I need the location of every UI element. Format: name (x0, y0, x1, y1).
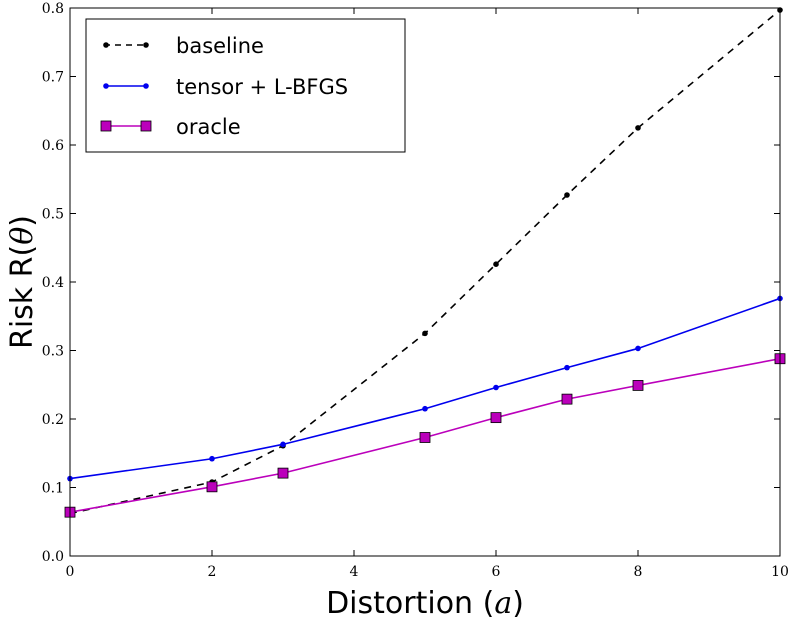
y-tick-label: 0.6 (42, 138, 64, 154)
legend-marker-tensor (103, 83, 109, 89)
point-tensor-l-bfgs (635, 345, 641, 352)
y-tick-label: 0.8 (42, 1, 64, 17)
point-baseline (493, 261, 499, 267)
y-tick-label: 0.4 (42, 275, 64, 291)
legend-marker-tensor (143, 83, 149, 89)
plot-frame (69, 7, 781, 557)
series-line-oracle (69, 357, 781, 513)
point-oracle (561, 393, 573, 405)
legend: baseline tensor + L-BFGS oracle (85, 18, 406, 153)
y-axis-title: Risk R(θ) (5, 215, 40, 349)
legend-marker-oracle (100, 120, 112, 132)
point-oracle (206, 481, 218, 493)
x-tick-label: 6 (492, 564, 501, 580)
point-baseline (564, 192, 570, 198)
point-oracle (490, 412, 502, 424)
series-line-baseline (69, 9, 781, 515)
x-tick-label: 8 (634, 564, 643, 580)
x-tick-label: 4 (350, 564, 359, 580)
point-oracle (419, 432, 431, 443)
legend-marker-baseline (143, 42, 149, 48)
y-tick-label: 0.2 (42, 412, 64, 428)
point-oracle (632, 380, 644, 391)
y-tick-label: 0.7 (42, 70, 64, 86)
y-tick-label: 0.5 (42, 207, 64, 223)
point-tensor-l-bfgs (493, 384, 499, 391)
y-tick-label: 0.0 (42, 549, 64, 565)
series-oracle (64, 353, 786, 518)
legend-label-oracle: oracle (176, 115, 241, 139)
x-tick-label: 0 (66, 564, 75, 580)
point-tensor-l-bfgs (209, 455, 215, 462)
point-tensor-l-bfgs (422, 405, 428, 412)
point-tensor-l-bfgs (564, 364, 570, 371)
point-baseline (635, 125, 641, 131)
legend-label-baseline: baseline (176, 34, 264, 58)
legend-marker-baseline (103, 42, 109, 48)
legend-marker-oracle (140, 120, 152, 132)
y-tick-label: 0.3 (42, 344, 64, 360)
x-tick-label: 10 (771, 564, 789, 580)
x-tick-label: 2 (208, 564, 217, 580)
point-baseline (422, 330, 428, 337)
point-tensor-l-bfgs (280, 441, 286, 448)
y-tick-label: 0.1 (42, 481, 64, 497)
legend-label-tensor: tensor + L-BFGS (176, 75, 348, 99)
series-line-tensor-l-bfgs (69, 297, 781, 480)
point-oracle (277, 467, 289, 479)
chart-ticks: 0 2 4 6 8 10 0.0 0.1 0.2 0.3 0.4 0.5 0.6 0.7 0.8 (42, 1, 789, 580)
x-axis-title: Distortion (a) (326, 586, 524, 621)
series-tensor-l-bfgs (67, 295, 783, 482)
